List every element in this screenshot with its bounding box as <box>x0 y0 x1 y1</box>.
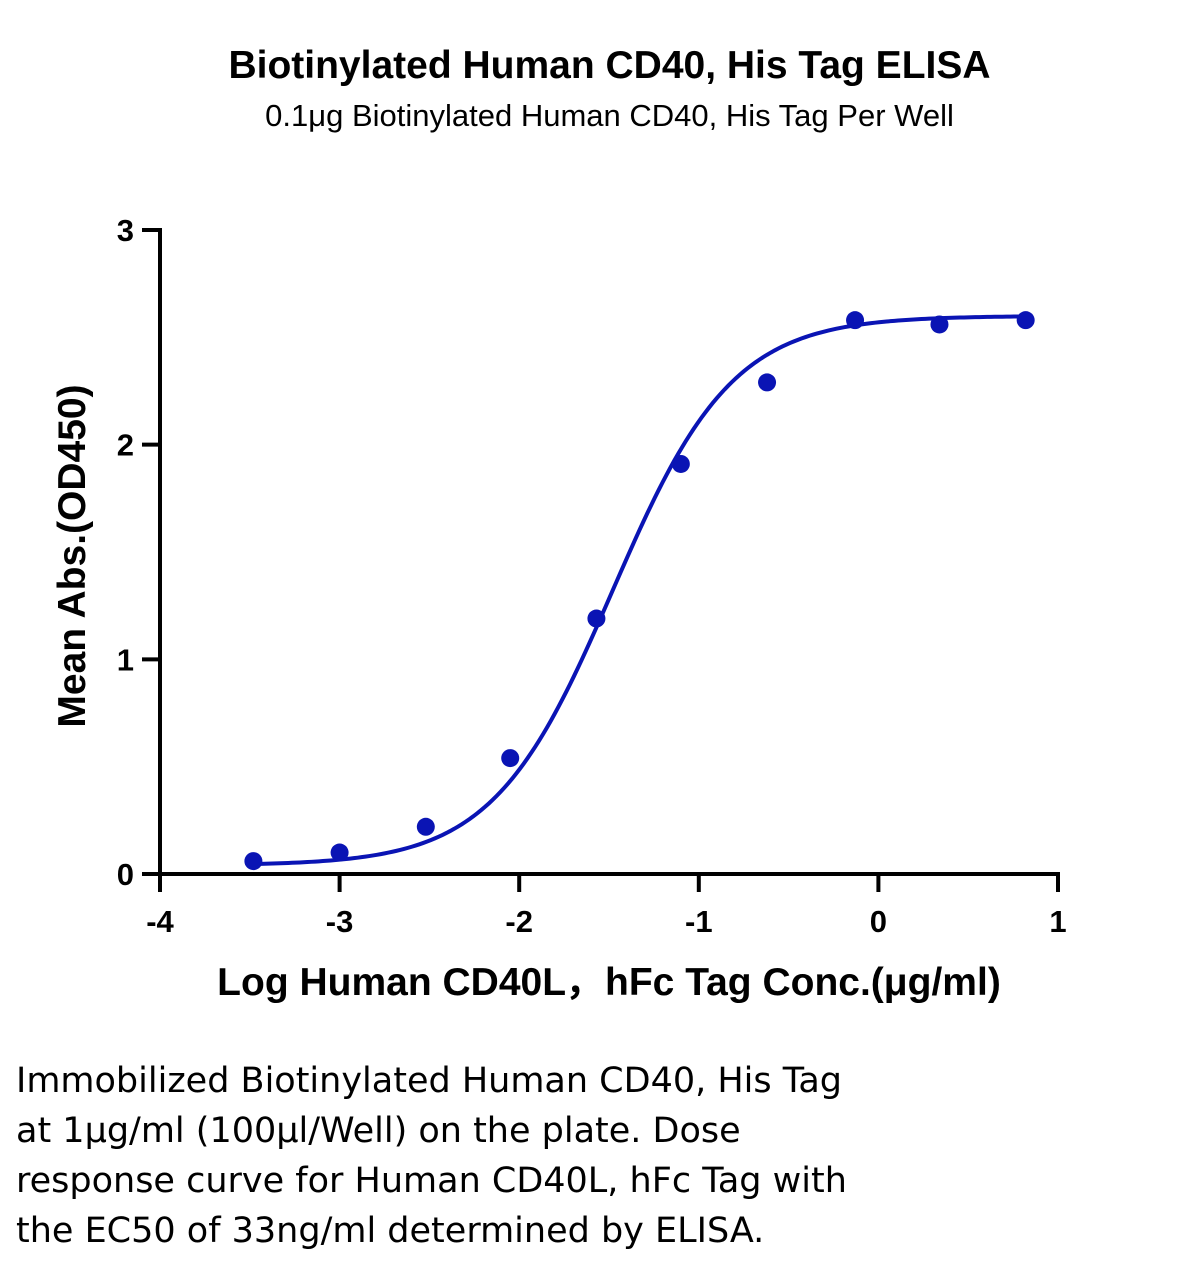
data-points <box>244 311 1035 871</box>
y-tick-label: 2 <box>117 428 134 463</box>
fit-curve <box>253 314 1026 867</box>
dose-response-chart: -4 -3 -2 -1 0 1 0 1 2 3 Log Human CD40L，hFc Tag C… <box>51 213 1067 1004</box>
chart-title: Biotinylated Human CD40, His Tag ELISA <box>228 44 991 87</box>
data-point <box>930 315 949 334</box>
data-point <box>587 609 606 628</box>
x-tick-label: -1 <box>685 904 713 939</box>
x-tick-label: -3 <box>326 904 354 939</box>
y-tick-label: 1 <box>117 642 134 677</box>
axes <box>142 228 1060 892</box>
chart-subtitle: 0.1μg Biotinylated Human CD40, His Tag P… <box>265 98 954 133</box>
y-tick-label: 0 <box>117 857 134 892</box>
data-point <box>416 817 435 836</box>
caption-line: at 1μg/ml (100μl/Well) on the plate. Dos… <box>16 1111 741 1151</box>
data-point <box>501 749 520 768</box>
x-tick-label: -2 <box>505 904 533 939</box>
data-point <box>330 843 349 862</box>
data-point <box>846 311 865 330</box>
caption-line: the EC50 of 33ng/ml determined by ELISA. <box>16 1211 765 1251</box>
tick-labels: -4 -3 -2 -1 0 1 0 1 2 3 <box>117 213 1067 939</box>
data-point <box>671 454 690 473</box>
x-tick-label: -4 <box>146 904 174 939</box>
caption-line: response curve for Human CD40L, hFc Tag … <box>16 1161 847 1201</box>
data-point <box>244 852 263 871</box>
data-point <box>758 373 777 392</box>
x-axis-label: Log Human CD40L，hFc Tag Conc.(μg/ml) <box>217 961 1001 1004</box>
y-axis-label: Mean Abs.(OD450) <box>51 384 94 727</box>
figure-caption: Immobilized Biotinylated Human CD40, His… <box>16 1056 1016 1256</box>
data-point <box>1016 311 1035 330</box>
caption-line: Immobilized Biotinylated Human CD40, His… <box>16 1061 843 1101</box>
x-tick-label: 1 <box>1049 904 1066 939</box>
y-tick-label: 3 <box>117 213 134 248</box>
x-tick-label: 0 <box>870 904 887 939</box>
